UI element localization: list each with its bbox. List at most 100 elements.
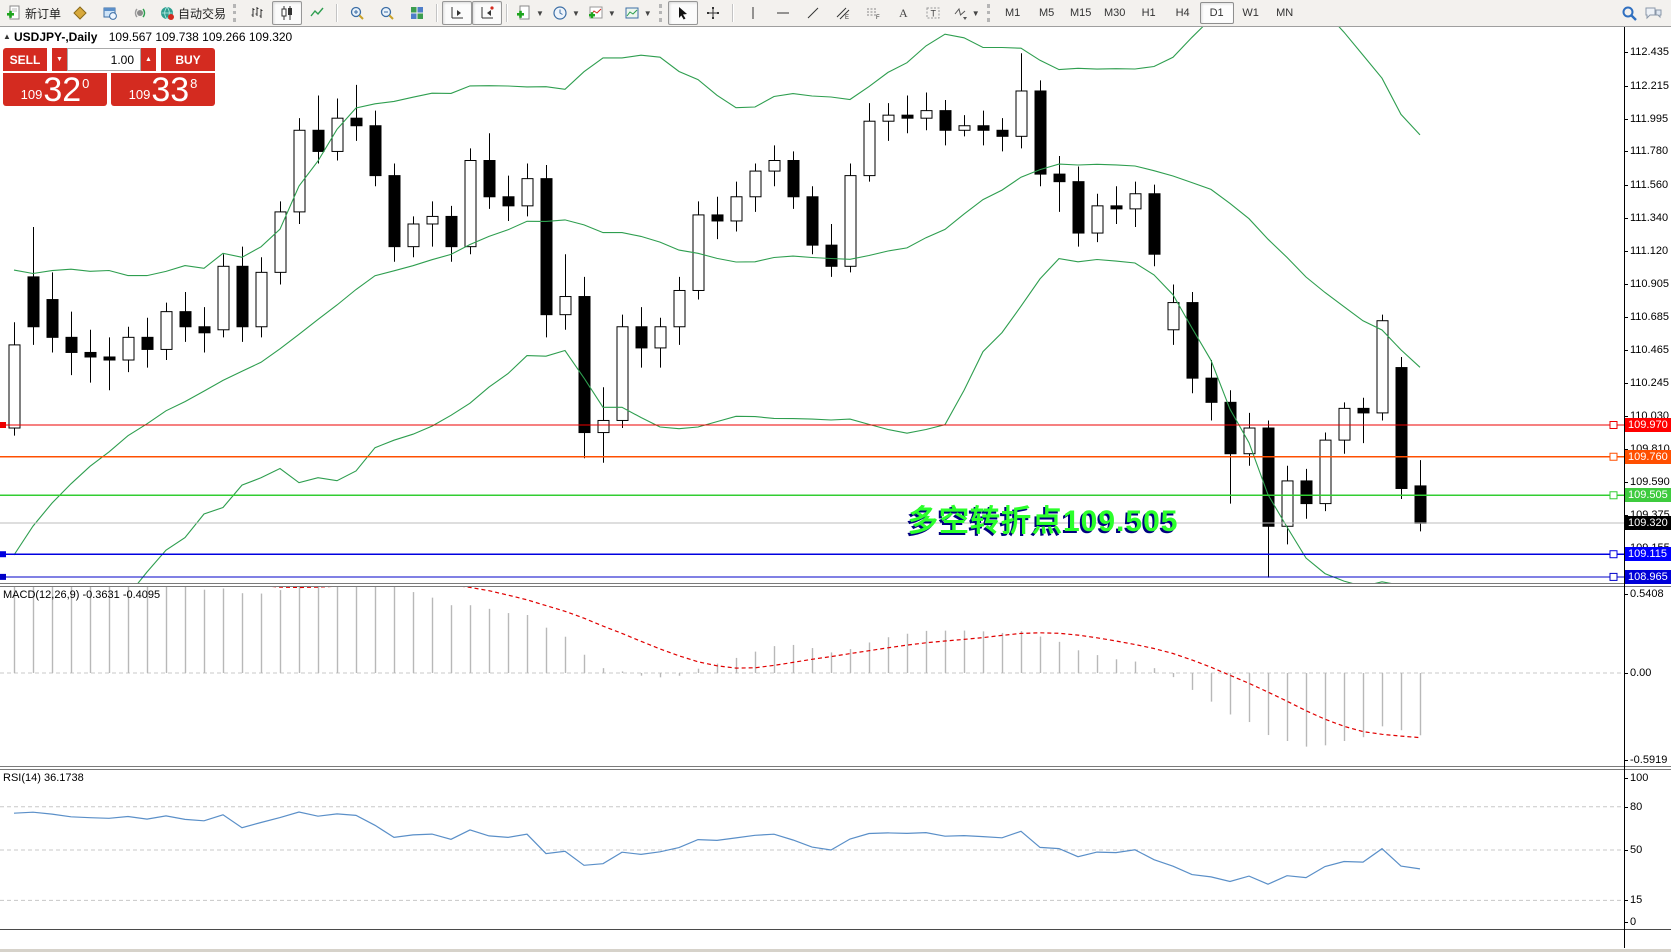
sell-price-sup: 0: [82, 76, 90, 91]
timeframe-m15[interactable]: M15: [1069, 7, 1092, 19]
axis-tick: [1624, 515, 1628, 516]
macd-label: MACD(12,26,9) -0.3631 -0.4095: [3, 589, 161, 601]
cursor-button[interactable]: [667, 1, 698, 25]
chart-annotation-text: 多空转折点109.505: [908, 505, 1179, 538]
market-watch-icon: [73, 6, 87, 20]
axis-tick: [1624, 52, 1628, 53]
panel-collapse-icon[interactable]: ▲: [3, 32, 11, 41]
axis-tick: [1624, 760, 1628, 761]
axis-tick: [1624, 317, 1628, 318]
timeframe-h1[interactable]: H1: [1141, 7, 1156, 19]
axis-tick-label: 110.905: [1630, 278, 1669, 290]
crosshair-button[interactable]: [698, 1, 728, 25]
axis-tick: [1624, 119, 1628, 120]
one-click-trading-panel: SELL ▼ 1.00 ▲ BUY 109 32 0 109 33 8: [3, 48, 215, 109]
equidistant-channel-button[interactable]: E: [828, 1, 858, 25]
rsi-canvas[interactable]: [0, 770, 1624, 929]
trendline-button[interactable]: [798, 1, 828, 25]
channel-icon: E: [836, 7, 850, 21]
new-order-icon: [7, 5, 20, 20]
toolbar-grip: [986, 4, 993, 22]
periods-dropdown[interactable]: ▼: [548, 1, 584, 25]
buy-price-big: 33: [151, 71, 190, 109]
toolbar-grip: [233, 4, 239, 22]
text-button[interactable]: A: [888, 1, 918, 25]
toolbar-separator: [731, 4, 734, 22]
navigator-button[interactable]: [95, 1, 125, 25]
horizontal-line-icon: [776, 12, 789, 14]
vertical-line-button[interactable]: [738, 1, 768, 25]
sell-button[interactable]: SELL: [3, 48, 47, 71]
broadcast-button[interactable]: [125, 1, 155, 25]
new-order-button[interactable]: 新订单: [2, 1, 65, 25]
buy-price-sup: 8: [190, 76, 198, 91]
new-order-dropdown[interactable]: ▼: [512, 1, 548, 25]
candlestick-chart-button[interactable]: [272, 1, 303, 25]
chat-icon[interactable]: [1644, 5, 1663, 21]
timeframe-m5[interactable]: M5: [1039, 7, 1055, 19]
hline-price-box: 109.115: [1625, 547, 1671, 561]
autotrading-button[interactable]: 自动交易: [155, 1, 230, 25]
axis-tick: [1624, 922, 1628, 923]
fibonacci-button[interactable]: F: [858, 1, 888, 25]
axis-tick-label: 111.120: [1630, 245, 1669, 257]
arrows-icon: [954, 7, 967, 20]
axis-tick: [1624, 850, 1628, 851]
timeframe-m30[interactable]: M30: [1103, 7, 1126, 19]
new-order-label: 新订单: [25, 6, 62, 21]
text-label-button[interactable]: T: [918, 1, 948, 25]
main-chart-canvas[interactable]: [0, 27, 1624, 583]
axis-tick-label: 15: [1630, 894, 1643, 906]
arrows-dropdown[interactable]: ▼: [948, 1, 984, 25]
axis-tick-label: 110.465: [1630, 344, 1669, 356]
timeframe-d1[interactable]: D1: [1199, 2, 1234, 24]
volume-decrease-button[interactable]: ▼: [52, 48, 67, 71]
rsi-line: [13, 811, 1421, 885]
market-watch-button[interactable]: [65, 1, 95, 25]
time-axis[interactable]: [0, 929, 1671, 949]
axis-tick: [1624, 778, 1628, 779]
chart-shift-button[interactable]: [442, 1, 473, 25]
pane-separator[interactable]: [0, 766, 1671, 770]
macd-canvas[interactable]: [0, 587, 1624, 766]
volume-input[interactable]: 1.00: [67, 48, 141, 71]
zoom-in-button[interactable]: [342, 1, 372, 25]
autotrading-icon: [161, 6, 175, 20]
axis-tick-label: 111.560: [1630, 179, 1669, 191]
timeframe-m1[interactable]: M1: [1005, 7, 1021, 19]
axis-tick: [1624, 218, 1628, 219]
toolbar-separator: [506, 4, 509, 22]
auto-scroll-button[interactable]: [472, 1, 503, 25]
tile-windows-button[interactable]: [402, 1, 432, 25]
zoom-in-icon: [350, 6, 364, 20]
horizontal-line-button[interactable]: [768, 1, 798, 25]
timeframe-mn[interactable]: MN: [1276, 7, 1294, 19]
axis-tick-label: 110.245: [1630, 377, 1669, 389]
caret-down-icon: ▼: [971, 8, 980, 18]
line-chart-button[interactable]: [302, 1, 332, 25]
indicators-dropdown[interactable]: ▼: [584, 1, 620, 25]
volume-increase-button[interactable]: ▲: [141, 48, 156, 71]
window-edge: [0, 948, 1671, 952]
timeframe-w1[interactable]: W1: [1242, 7, 1259, 19]
sell-price-button[interactable]: 109 32 0: [3, 73, 107, 107]
axis-tick: [1624, 350, 1628, 351]
pane-separator[interactable]: [0, 583, 1671, 587]
buy-price-button[interactable]: 109 33 8: [111, 71, 215, 109]
zoom-out-icon: [380, 6, 394, 20]
search-icon[interactable]: [1621, 5, 1638, 22]
current-price-box: 109.320: [1625, 516, 1671, 530]
zoom-out-button[interactable]: [372, 1, 402, 25]
buy-button[interactable]: BUY: [161, 48, 215, 71]
templates-dropdown[interactable]: ▼: [620, 1, 656, 25]
bar-chart-button[interactable]: [242, 1, 272, 25]
svg-text:E: E: [845, 15, 849, 21]
axis-tick: [1624, 449, 1628, 450]
axis-tick-label: 112.215: [1630, 80, 1669, 92]
timeframe-h4[interactable]: H4: [1175, 7, 1190, 19]
timeframe-group: M1 M5 M15 M30 H1 H4 D1 W1 MN: [996, 2, 1302, 24]
axis-tick-label: 111.780: [1630, 145, 1669, 157]
hline-price-box: 109.970: [1625, 418, 1671, 432]
axis-tick-label: 50: [1630, 844, 1643, 856]
toolbar: 新订单 自动交易: [0, 0, 1671, 27]
